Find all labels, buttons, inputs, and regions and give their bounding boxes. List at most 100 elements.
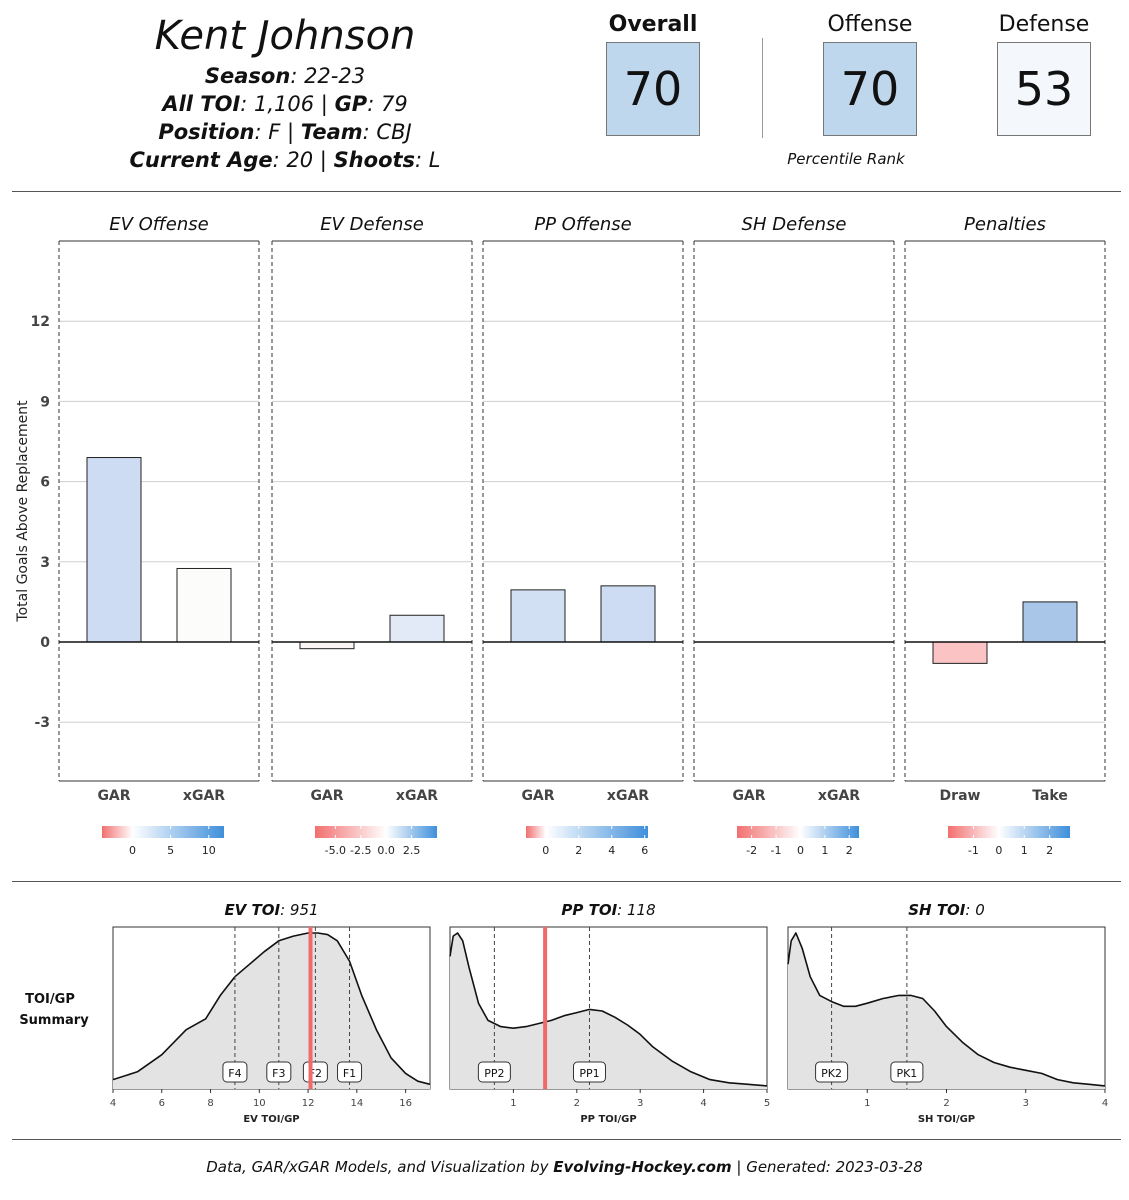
line-marker-label: F1: [343, 1067, 356, 1080]
row-label-line-1: TOI/GP: [25, 992, 75, 1007]
legend-tick-label: 5: [167, 844, 174, 857]
legend-colorbar: [948, 826, 1070, 838]
footer-suffix: | Generated: 2023-03-28: [731, 1158, 923, 1176]
overall-rating: Overall 70: [600, 10, 706, 136]
toi-title-label: SH TOI: [908, 901, 966, 919]
x-category-label: GAR: [732, 788, 765, 804]
legend-tick-label: -1: [968, 844, 979, 857]
line-marker-label: PP2: [484, 1067, 504, 1080]
age-label: Current Age: [129, 148, 273, 172]
toi-title-value: : 0: [965, 901, 984, 919]
bar-xgar: [600, 585, 656, 643]
bar-gar: [86, 457, 142, 643]
line-marker-box: [477, 1061, 511, 1083]
panel-title: EV Defense: [320, 214, 424, 235]
x-axis-title: SH TOI/GP: [918, 1114, 975, 1125]
divider-bottom: [12, 1139, 1121, 1140]
legend-colorbar: [526, 826, 648, 838]
density-line: [112, 932, 431, 1086]
legend-tick-label: 0: [542, 844, 549, 857]
density-line: [787, 932, 1106, 1087]
gar-panel-5: Penalties Draw Take -1 0 1 2: [904, 214, 1106, 857]
toi-title-value: : 951: [280, 901, 318, 919]
legend-colorbar: [737, 826, 859, 838]
defense-rating: Defense 53: [984, 10, 1104, 136]
toi-title-label: EV TOI: [224, 901, 280, 919]
x-category-label: GAR: [521, 788, 554, 804]
toi-title-value: : 118: [617, 901, 655, 919]
x-tick-label: 2: [943, 1098, 949, 1109]
legend-tick-label: 2: [1046, 844, 1053, 857]
line-marker-label: PP1: [579, 1067, 599, 1080]
offense-value-box: 70: [823, 42, 917, 136]
gar-panel-1: EV Offense GAR xGAR 0 5 10: [58, 214, 260, 857]
toi-panel-3: SH TOI: 0 PK2 PK1 1 2 3 4 SH TOI/GP: [787, 901, 1108, 1125]
legend-tick-label: 0.0: [377, 844, 395, 857]
x-tick-label: 10: [253, 1098, 266, 1109]
x-tick-label: 3: [637, 1098, 643, 1109]
toi-panel-2: PP TOI: 118 PP2 PP1 1 2 3 4 5 PP TOI/GP: [449, 901, 770, 1125]
overall-label: Overall: [608, 12, 698, 37]
legend-tick-label: 0: [129, 844, 136, 857]
bar-gar: [510, 589, 566, 643]
toi-panel-title: PP TOI: 118: [561, 901, 655, 919]
player-name: Kent Johnson: [154, 13, 416, 59]
y-axis-title: Total Goals Above Replacement: [15, 400, 31, 623]
panel-title: Penalties: [964, 214, 1046, 235]
shoots-label: Shoots: [333, 148, 416, 172]
density-line: [449, 932, 768, 1087]
y-tick-label: 9: [40, 394, 50, 410]
x-tick-label: 8: [207, 1098, 213, 1109]
y-tick-label: 12: [31, 314, 50, 330]
x-tick-label: 1: [510, 1098, 516, 1109]
player-info: Kent Johnson Season: 22-23 All TOI: 1,10…: [120, 10, 450, 174]
x-tick-label: 6: [159, 1098, 165, 1109]
legend-colorbar: [102, 826, 224, 838]
legend-tick-label: 0: [797, 844, 804, 857]
team-value: : CBJ: [362, 120, 412, 144]
x-tick-label: 4: [110, 1098, 116, 1109]
gar-panel-2: EV Defense GAR xGAR -5.0 -2.5 0.0 2.5: [271, 214, 473, 857]
legend-tick-label: 2: [575, 844, 582, 857]
x-tick-label: 4: [1102, 1098, 1108, 1109]
bar-xgar: [176, 567, 232, 643]
x-tick-label: 2: [574, 1098, 580, 1109]
x-tick-label: 3: [1023, 1098, 1029, 1109]
legend-tick-label: 2.5: [403, 844, 421, 857]
panel-title: PP Offense: [534, 214, 632, 235]
legend-tick-label: 1: [1021, 844, 1028, 857]
gar-panel-4: SH Defense GAR xGAR -2 -1 0 1 2: [693, 214, 895, 857]
legend-tick-label: 4: [608, 844, 615, 857]
toi-panel-title: EV TOI: 951: [224, 901, 318, 919]
x-category-label: xGAR: [183, 788, 225, 804]
line-marker-box: [337, 1061, 363, 1083]
age-shoots-line: Current Age: 20 | Shoots: L: [120, 146, 450, 174]
legend-tick-label: 6: [641, 844, 648, 857]
footer-prefix: Data, GAR/xGAR Models, and Visualization…: [206, 1158, 554, 1176]
toi-gp-line: All TOI: 1,106 | GP: 79: [120, 90, 450, 118]
defense-value-box: 53: [997, 42, 1091, 136]
season-value: : 22-23: [290, 64, 366, 88]
divider-top: [12, 191, 1121, 192]
legend-tick-label: 1: [821, 844, 828, 857]
team-label: Team: [300, 120, 363, 144]
x-category-label: Take: [1032, 788, 1068, 804]
gar-panel-3: PP Offense GAR xGAR 0 2 4 6: [482, 214, 684, 857]
density-area: [450, 933, 767, 1089]
y-tick-label: 6: [40, 475, 50, 491]
x-category-label: GAR: [310, 788, 343, 804]
legend-tick-label: -2: [746, 844, 757, 857]
density-area: [113, 933, 430, 1089]
shoots-value: : L: [415, 148, 441, 172]
percentile-rank-label: Percentile Rank: [787, 150, 905, 168]
legend-tick-label: -1: [771, 844, 782, 857]
legend-colorbar: [315, 826, 437, 838]
overall-value-box: 70: [606, 42, 700, 136]
x-axis-title: EV TOI/GP: [243, 1114, 299, 1125]
position-value: : F |: [254, 120, 301, 144]
line-marker-box: [266, 1061, 292, 1083]
line-marker-box: [572, 1061, 606, 1083]
panel-title: EV Offense: [109, 214, 209, 235]
